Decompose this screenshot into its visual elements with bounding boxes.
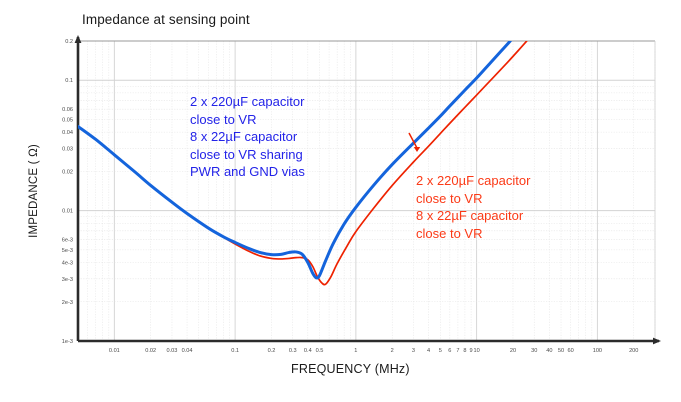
grid-lines (77, 40, 656, 342)
svg-text:0.02: 0.02 (62, 169, 73, 175)
svg-text:2: 2 (391, 348, 394, 354)
x-axis-title: FREQUENCY (MHz) (291, 362, 410, 376)
blue-annotation-text: 2 x 220µF capacitor close to VR 8 x 22µF… (190, 94, 305, 179)
svg-text:0.1: 0.1 (65, 78, 73, 84)
chart-title: Impedance at sensing point (82, 12, 250, 27)
svg-text:0.1: 0.1 (231, 348, 239, 354)
red-annotation-text: 2 x 220µF capacitor close to VR 8 x 22µF… (416, 173, 531, 241)
red-arrow-annotation (408, 132, 421, 152)
svg-text:8: 8 (463, 348, 466, 354)
svg-text:0.04: 0.04 (62, 130, 73, 136)
svg-text:0.02: 0.02 (145, 348, 156, 354)
svg-text:10: 10 (474, 348, 480, 354)
svg-text:0.2: 0.2 (65, 39, 73, 45)
svg-text:0.4: 0.4 (304, 348, 312, 354)
svg-text:4e-3: 4e-3 (62, 261, 73, 267)
svg-text:30: 30 (531, 348, 537, 354)
svg-text:0.3: 0.3 (289, 348, 297, 354)
svg-text:20: 20 (510, 348, 516, 354)
y-axis-title: IMPEDANCE ( Ω) (28, 144, 40, 238)
svg-text:9: 9 (470, 348, 473, 354)
svg-text:3e-3: 3e-3 (62, 277, 73, 283)
svg-text:5e-3: 5e-3 (62, 248, 73, 254)
svg-text:0.06: 0.06 (62, 107, 73, 113)
svg-text:7: 7 (456, 348, 459, 354)
svg-text:0.03: 0.03 (62, 146, 73, 152)
svg-text:6e-3: 6e-3 (62, 238, 73, 244)
svg-text:6: 6 (448, 348, 451, 354)
svg-text:200: 200 (629, 348, 638, 354)
svg-text:0.03: 0.03 (167, 348, 178, 354)
svg-text:0.01: 0.01 (109, 348, 120, 354)
svg-text:2e-3: 2e-3 (62, 300, 73, 306)
svg-text:0.01: 0.01 (62, 209, 73, 215)
y-axis-tick-labels: 0.2 0.1 0.06 0.05 0.04 0.03 0.02 0.01 6e-3 5e-3 4e… (62, 39, 73, 345)
svg-text:0.05: 0.05 (62, 117, 73, 123)
svg-text:0.5: 0.5 (316, 348, 324, 354)
axis-lines (74, 35, 661, 345)
data-series-lines (78, 41, 528, 286)
x-axis-tick-labels: 0.01 0.02 0.03 0.04 0.1 0.2 0.3 0.4 0.5 1 2 3 4 5 6 7 8 9… (109, 348, 639, 354)
svg-text:0.04: 0.04 (182, 348, 193, 354)
svg-text:1: 1 (354, 348, 357, 354)
svg-text:4: 4 (427, 348, 430, 354)
svg-text:50: 50 (558, 348, 564, 354)
svg-text:100: 100 (593, 348, 602, 354)
svg-text:1e-3: 1e-3 (62, 339, 73, 345)
svg-text:40: 40 (546, 348, 552, 354)
svg-text:5: 5 (439, 348, 442, 354)
svg-text:0.2: 0.2 (268, 348, 276, 354)
svg-text:3: 3 (412, 348, 415, 354)
svg-text:60: 60 (567, 348, 573, 354)
